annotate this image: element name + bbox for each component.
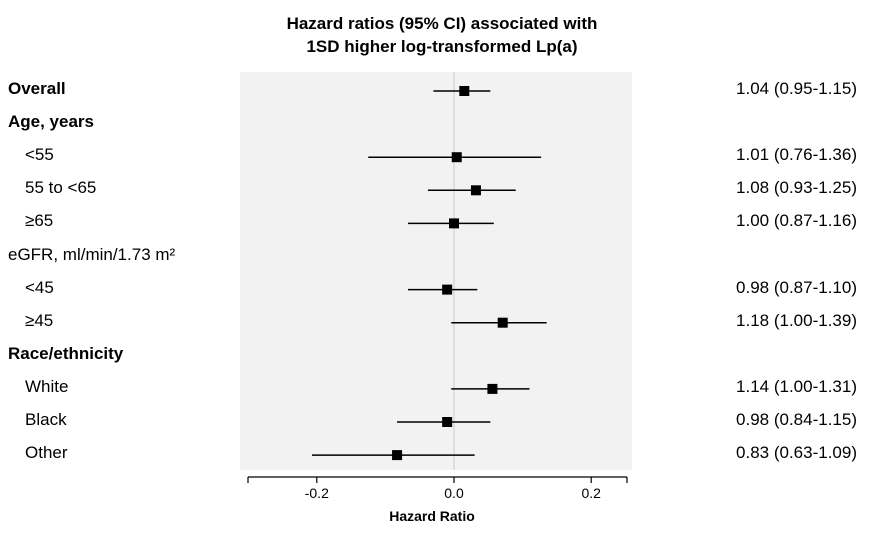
chart-title: Hazard ratios (95% CI) associated with 1… xyxy=(232,12,652,58)
row-label: ≥65 xyxy=(25,211,54,231)
point-estimate xyxy=(392,450,403,461)
row-value: 0.83 (0.63-1.09) xyxy=(736,443,857,463)
row-value: 1.18 (1.00-1.39) xyxy=(736,310,857,330)
row-label: ≥45 xyxy=(25,310,54,330)
row-label: White xyxy=(25,376,69,396)
point-estimate xyxy=(442,417,453,427)
row-label: 55 to <65 xyxy=(25,178,97,198)
point-estimate xyxy=(449,218,459,229)
row-label: <55 xyxy=(25,145,54,165)
row-value: 1.01 (0.76-1.36) xyxy=(736,145,857,165)
row-label: Other xyxy=(25,443,68,463)
point-estimate xyxy=(459,86,470,96)
row-label: Overall xyxy=(8,79,66,98)
point-estimate xyxy=(470,185,481,196)
row-label: eGFR, ml/min/1.73 m² xyxy=(8,244,176,264)
x-tick-label: 0.0 xyxy=(444,485,464,501)
point-estimate xyxy=(451,152,462,163)
chart-title-line-2: 1SD higher log-transformed Lp(a) xyxy=(306,37,578,56)
row-label: <45 xyxy=(25,277,54,297)
row-value: 0.98 (0.84-1.15) xyxy=(736,410,857,429)
point-estimate xyxy=(442,284,453,295)
row-value: 1.00 (0.87-1.16) xyxy=(736,211,857,231)
x-axis-label: Hazard Ratio xyxy=(389,508,475,524)
row-value: 1.08 (0.93-1.25) xyxy=(736,178,857,198)
row-value: 1.14 (1.00-1.31) xyxy=(736,376,857,396)
x-tick-label: -0.2 xyxy=(305,485,329,501)
row-label: Race/ethnicity xyxy=(8,343,124,363)
point-estimate xyxy=(487,383,498,394)
row-value: 0.98 (0.87-1.10) xyxy=(736,277,857,297)
row-label: Age, years xyxy=(8,112,94,132)
chart-title-line-1: Hazard ratios (95% CI) associated with xyxy=(286,14,598,33)
row-value: 1.04 (0.95-1.15) xyxy=(736,79,857,98)
x-tick-label: 0.2 xyxy=(581,485,601,501)
row-label: Black xyxy=(25,410,67,429)
point-estimate xyxy=(497,317,508,328)
plot-panel xyxy=(240,72,632,470)
